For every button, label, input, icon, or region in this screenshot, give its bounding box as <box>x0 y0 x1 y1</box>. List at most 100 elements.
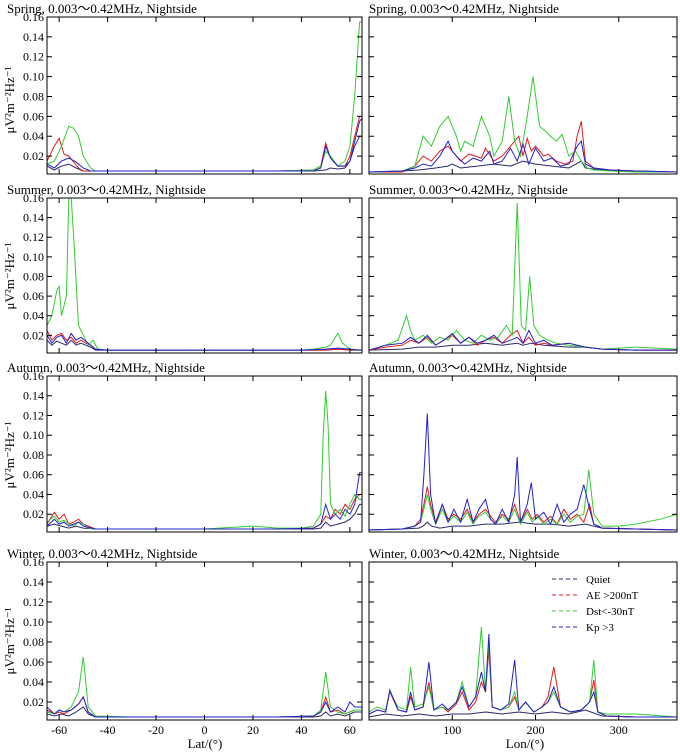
panel-title: Autumn, 0.003～0.42MHz, Nightside <box>7 360 205 375</box>
y-tick-label: 0.16 <box>23 555 44 569</box>
panel-title: Winter, 0.003～0.42MHz, Nightside <box>7 546 198 561</box>
series-line <box>369 633 677 718</box>
y-tick-label: 0.12 <box>23 595 44 609</box>
series-line <box>47 118 362 172</box>
x-tick-label: 100 <box>443 723 461 737</box>
plot-frame <box>46 561 363 721</box>
panel-title: Autumn, 0.003～0.42MHz, Nightside <box>369 360 567 375</box>
y-tick-label: 0.02 <box>23 328 44 342</box>
series-line <box>47 21 362 172</box>
legend-label: Kp >3 <box>586 622 614 634</box>
plot-frame <box>368 197 678 354</box>
series-line <box>47 503 362 530</box>
legend-label: Dst<-30nT <box>586 606 635 618</box>
y-tick-label: 0.14 <box>23 575 44 589</box>
y-tick-label: 0.08 <box>23 269 44 283</box>
y-tick-label: 0.08 <box>23 448 44 462</box>
panel-3: Summer, 0.003～0.42MHz, Nightside 0.02 0.04… <box>7 182 363 354</box>
panels-group: Spring, 0.003～0.42MHz, Nightside 0.02 0.04… <box>7 1 678 737</box>
y-tick-label: 0.16 <box>23 191 44 205</box>
y-tick-label: 0.16 <box>23 369 44 383</box>
y-tick-label: 0.14 <box>23 30 44 44</box>
panel-7: Winter, 0.003～0.42MHz, Nightside 0.02 0.04… <box>7 546 363 737</box>
series-line <box>47 656 362 718</box>
series-line <box>369 486 677 531</box>
panel-2: Spring, 0.003～0.42MHz, Nightside <box>368 1 678 175</box>
series-line <box>47 198 362 351</box>
x-axis-label-lat: Lat/(°) <box>188 736 223 751</box>
panel-title: Summer, 0.003～0.42MHz, Nightside <box>369 182 568 197</box>
series-line <box>369 329 677 351</box>
series-line <box>369 140 677 173</box>
y-tick-label: 0.12 <box>23 50 44 64</box>
y-axis-label-4: μV²m⁻²Hz⁻¹ <box>2 607 17 674</box>
series-line <box>369 469 677 531</box>
series-line <box>369 160 677 173</box>
series-line <box>47 330 362 351</box>
x-tick-label: -40 <box>100 723 116 737</box>
series-line <box>369 76 677 173</box>
plot-frame <box>368 16 678 175</box>
y-tick-label: 0.06 <box>23 109 44 123</box>
series-line <box>369 121 677 173</box>
series-line <box>369 626 677 718</box>
y-axis-label-2: μV²m⁻²Hz⁻¹ <box>2 242 17 309</box>
series-line <box>47 115 362 172</box>
plot-frame <box>368 561 678 721</box>
y-axis-label-3: μV²m⁻²Hz⁻¹ <box>2 421 17 488</box>
panel-title: Summer, 0.003～0.42MHz, Nightside <box>7 182 206 197</box>
legend: Quiet AE >200nT Dst<-30nT Kp >3 <box>552 574 639 634</box>
series-line <box>47 332 362 351</box>
y-tick-label: 0.02 <box>23 695 44 709</box>
y-tick-label: 0.10 <box>23 615 44 629</box>
series-line <box>369 202 677 351</box>
y-tick-label: 0.16 <box>23 10 44 24</box>
panel-4: Summer, 0.003～0.42MHz, Nightside <box>368 182 678 354</box>
panel-title: Spring, 0.003～0.42MHz, Nightside <box>369 1 559 16</box>
series-line <box>369 709 677 718</box>
y-tick-label: 0.04 <box>23 129 44 143</box>
x-tick-label: 40 <box>295 723 307 737</box>
y-tick-label: 0.04 <box>23 675 44 689</box>
panel-title: Spring, 0.003～0.42MHz, Nightside <box>7 1 197 16</box>
x-tick-label: 60 <box>344 723 356 737</box>
y-tick-label: 0.14 <box>23 211 44 225</box>
y-tick-label: 0.06 <box>23 468 44 482</box>
series-line <box>47 390 362 530</box>
panel-title: Winter, 0.003～0.42MHz, Nightside <box>369 546 560 561</box>
y-tick-label: 0.04 <box>23 309 44 323</box>
y-tick-label: 0.10 <box>23 428 44 442</box>
y-tick-label: 0.08 <box>23 635 44 649</box>
plot-frame <box>46 197 363 354</box>
x-tick-label: 20 <box>247 723 259 737</box>
y-tick-label: 0.08 <box>23 89 44 103</box>
y-tick-label: 0.06 <box>23 289 44 303</box>
series-line <box>369 413 677 531</box>
panel-1: Spring, 0.003～0.42MHz, Nightside 0.02 0.04… <box>7 1 363 175</box>
legend-label: AE >200nT <box>586 590 639 602</box>
plot-frame <box>46 375 363 533</box>
y-tick-label: 0.10 <box>23 70 44 84</box>
series-line <box>369 342 677 351</box>
panel-8: Winter, 0.003～0.42MHz, Nightside 100 200 30… <box>368 546 678 737</box>
y-tick-label: 0.14 <box>23 389 44 403</box>
legend-label: Quiet <box>586 574 610 586</box>
series-line <box>47 472 362 530</box>
x-axis-label-lon: Lon/(°) <box>506 736 544 751</box>
y-tick-label: 0.02 <box>23 507 44 521</box>
y-tick-label: 0.12 <box>23 408 44 422</box>
panel-5: Autumn, 0.003～0.42MHz, Nightside 0.02 0.04… <box>7 360 363 533</box>
plot-frame <box>46 16 363 175</box>
x-tick-label: -60 <box>51 723 67 737</box>
plot-frame <box>368 375 678 533</box>
x-tick-label: 0 <box>202 723 208 737</box>
series-line <box>47 135 362 172</box>
y-tick-label: 0.04 <box>23 487 44 501</box>
y-tick-label: 0.02 <box>23 149 44 163</box>
x-tick-label: -20 <box>148 723 164 737</box>
y-tick-label: 0.06 <box>23 655 44 669</box>
x-tick-label: 300 <box>610 723 628 737</box>
series-line <box>369 521 677 531</box>
y-axis-label-1: μV²m⁻²Hz⁻¹ <box>2 66 17 133</box>
